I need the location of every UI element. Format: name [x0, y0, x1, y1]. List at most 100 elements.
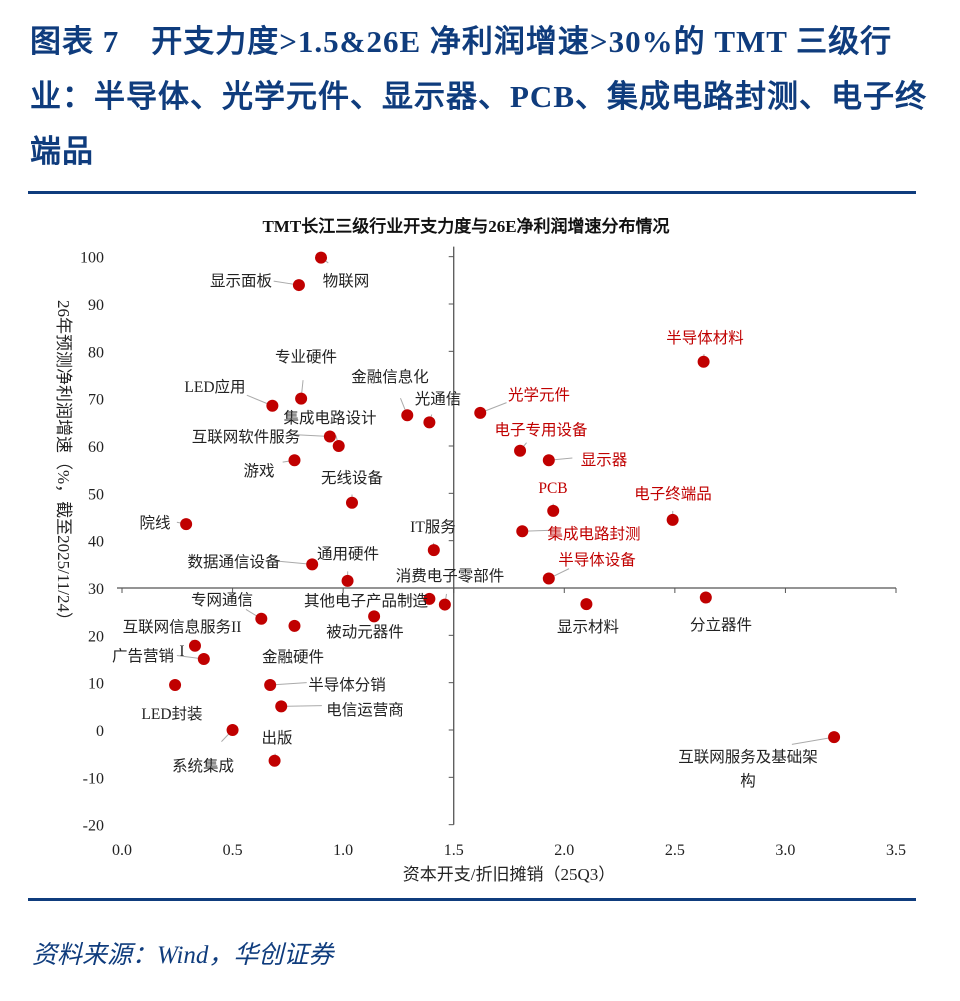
point-label: 专网通信 [191, 591, 253, 609]
point-label: LED封装 [141, 705, 202, 723]
y-tick-label: 40 [88, 534, 104, 551]
point-label: 半导体设备 [558, 551, 636, 569]
data-point [332, 440, 345, 452]
data-point [580, 598, 593, 611]
y-tick-label: 70 [88, 392, 104, 409]
data-point [542, 454, 555, 467]
point-label: 专业硬件 [275, 348, 337, 366]
data-point [427, 544, 440, 557]
x-tick-label: 0.5 [223, 842, 243, 859]
point-label: 物联网 [323, 272, 370, 290]
point-label: PCB [538, 480, 567, 497]
y-tick-label: 0 [96, 723, 104, 740]
x-tick-label: 1.5 [444, 842, 464, 859]
y-tick-label: 100 [80, 250, 104, 267]
data-point [341, 574, 354, 587]
data-point [423, 592, 436, 605]
point-label: 通用硬件 [317, 545, 379, 563]
data-point [255, 612, 268, 625]
data-point [180, 518, 193, 531]
y-tick-label: 50 [88, 486, 104, 503]
x-tick-label: 2.5 [665, 842, 685, 859]
figure-title: 图表 7 开支力度>1.5&26E 净利润增速>30%的 TMT 三级行业：半导… [30, 24, 927, 169]
point-label: 金融信息化 [351, 368, 429, 386]
y-tick-label: 10 [88, 676, 104, 693]
data-point [474, 406, 487, 419]
y-tick-label: 60 [88, 439, 104, 456]
data-point [266, 399, 279, 412]
data-point [438, 598, 451, 611]
data-point [226, 724, 239, 736]
data-point [288, 619, 301, 632]
x-tick-label: 2.0 [554, 842, 574, 859]
y-tick-label: 30 [88, 581, 104, 598]
data-point [268, 754, 281, 767]
y-tick-label: -20 [83, 818, 104, 835]
data-point [323, 430, 336, 443]
point-label: IT服务 [410, 518, 456, 536]
top-divider [28, 191, 916, 194]
point-label: 光学元件 [508, 386, 570, 404]
point-label: 消费电子零部件 [396, 567, 505, 585]
point-label: 系统集成 [172, 757, 234, 775]
data-point [295, 392, 308, 405]
point-label: 出版 [261, 729, 292, 747]
data-point [542, 572, 555, 585]
point-label: 无线设备 [321, 469, 384, 487]
point-label: 被动元器件 [326, 623, 404, 641]
point-label: 电信运营商 [326, 701, 404, 719]
leader-line [281, 705, 322, 707]
point-label: 分立器件 [690, 616, 752, 634]
data-point [306, 558, 319, 571]
point-label: 半导体分销 [308, 676, 386, 694]
data-point [188, 639, 201, 652]
data-point [292, 279, 305, 292]
point-label: 互联网服务及基础架构 [678, 748, 818, 790]
data-point [315, 251, 328, 264]
point-label: 互联网软件服务 [192, 428, 301, 446]
point-label: LED应用 [184, 377, 245, 396]
point-label: 光通信 [415, 390, 462, 408]
data-point [169, 679, 182, 692]
data-points [169, 251, 841, 767]
leader-line [274, 560, 313, 565]
point-label: 广告营销 [112, 647, 174, 665]
data-point [197, 653, 210, 665]
chart-title: TMT长江三级行业开支力度与26E净利润增速分布情况 [262, 216, 669, 236]
point-label: 显示材料 [557, 618, 619, 636]
data-point [423, 416, 436, 429]
point-label: 电子终端品 [634, 485, 712, 503]
leader-line [791, 736, 835, 745]
point-label: 半导体材料 [666, 329, 744, 347]
data-point [401, 409, 414, 422]
point-label: 集成电路封测 [547, 525, 640, 543]
y-axis-label: 26年预测净利润增速（%，截至2025/11/24） [54, 300, 73, 629]
data-point [516, 525, 529, 538]
point-label: 电子专用设备 [494, 421, 588, 439]
data-point [264, 679, 277, 692]
data-point [288, 454, 301, 467]
point-label: 集成电路设计 [283, 409, 376, 427]
point-label: 院线 [139, 513, 170, 532]
point-label: 金融硬件 [262, 648, 324, 666]
x-tick-label: 3.5 [886, 842, 906, 859]
data-point [514, 444, 527, 457]
bottom-divider [28, 898, 916, 901]
x-tick-label: 1.0 [333, 842, 353, 859]
data-point [828, 731, 841, 744]
leader-line [270, 682, 307, 686]
point-label: 显示器 [581, 452, 628, 469]
y-tick-label: 90 [88, 297, 104, 314]
y-tick-label: 80 [88, 344, 104, 361]
y-tick-label: 20 [88, 628, 104, 645]
data-point [699, 591, 712, 604]
y-tick-label: -10 [83, 770, 104, 787]
point-label: 其他电子产品制造 [304, 592, 429, 610]
x-tick-label: 3.0 [775, 842, 795, 859]
data-point [275, 700, 288, 713]
x-axis-label: 资本开支/折旧摊销（25Q3） [403, 865, 616, 884]
data-point [666, 513, 679, 526]
